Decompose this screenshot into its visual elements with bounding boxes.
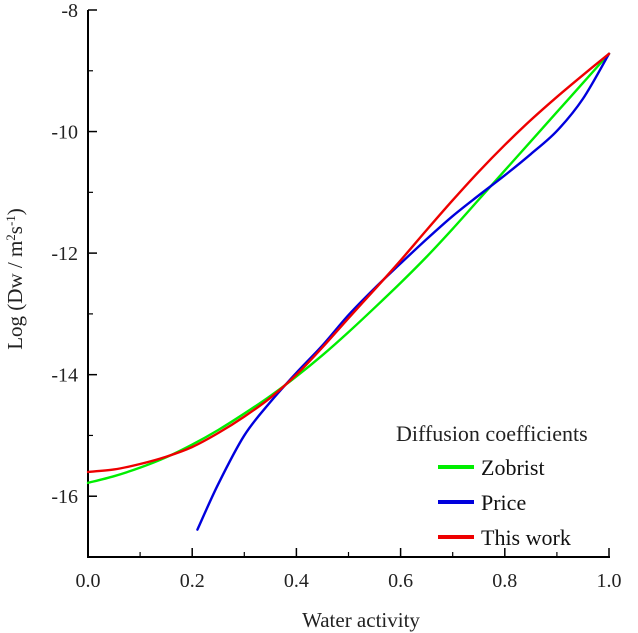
x-axis-title: Water activity — [302, 608, 420, 632]
y-axis-title-main: Log (Dw / m — [3, 241, 27, 350]
y-axis-title-mid: s — [3, 226, 27, 234]
legend: Diffusion coefficients Zobrist Price This … — [396, 421, 588, 550]
series-line-price — [196, 52, 611, 531]
x-tick-label: 0.0 — [76, 570, 101, 592]
x-tick-label: 0.4 — [284, 570, 309, 592]
y-axis-title: Log (Dw / m2s-1) — [3, 208, 27, 350]
x-ticks: 0.0 0.2 0.4 0.6 0.8 1.0 — [76, 548, 622, 592]
y-ticks: -16 -14 -12 -10 -8 — [51, 0, 97, 558]
legend-title: Diffusion coefficients — [396, 421, 588, 446]
x-tick-label: 0.8 — [492, 570, 517, 592]
y-tick-label: -12 — [51, 243, 78, 265]
y-tick-label: -10 — [51, 122, 78, 144]
legend-label-zobrist: Zobrist — [481, 455, 545, 480]
series-line-this-work — [86, 52, 611, 474]
axes: 0.0 0.2 0.4 0.6 0.8 1.0 -16 -14 -12 -10 -8 — [51, 0, 621, 592]
y-axis-title-sup1: 2 — [3, 234, 18, 241]
y-tick-label: -14 — [51, 365, 78, 387]
x-tick-label: 0.6 — [388, 570, 413, 592]
y-tick-label: -16 — [51, 486, 78, 508]
x-tick-label: 1.0 — [597, 570, 622, 592]
y-axis-title-end: ) — [3, 208, 27, 215]
x-tick-label: 0.2 — [180, 570, 205, 592]
legend-items: Zobrist Price This work — [438, 455, 571, 550]
series-line-zobrist — [86, 52, 611, 485]
series-group — [86, 52, 611, 531]
y-tick-label: -8 — [61, 0, 78, 22]
y-axis-title-sup2: -1 — [3, 215, 18, 226]
legend-label-this-work: This work — [481, 525, 571, 550]
legend-label-price: Price — [481, 490, 526, 515]
